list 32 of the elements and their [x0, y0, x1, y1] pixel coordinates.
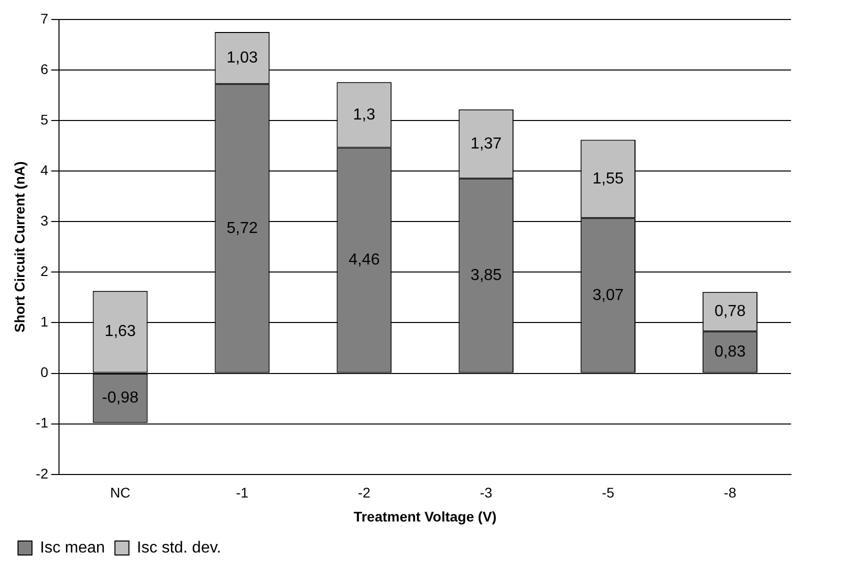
- data-label: 0,83: [714, 343, 746, 360]
- y-tick-label: 0: [40, 364, 48, 380]
- y-tick-label: 1: [40, 314, 48, 330]
- y-tick-label: -2: [36, 465, 48, 482]
- x-tick-label: -5: [602, 484, 614, 501]
- data-label: 3,07: [592, 286, 624, 304]
- x-axis-title: Treatment Voltage (V): [354, 508, 497, 524]
- legend-label: Isc mean: [40, 539, 105, 556]
- legend-label: Isc std. dev.: [136, 539, 222, 556]
- data-label: 1,03: [226, 49, 258, 66]
- data-label: 1,3: [353, 106, 376, 124]
- x-tick-label: -1: [236, 484, 249, 501]
- x-tick-label: NC: [110, 484, 130, 501]
- y-tick-label: 5: [40, 111, 48, 128]
- y-axis-title: Short Circuit Current (nA): [11, 161, 28, 332]
- x-tick-label: -2: [358, 484, 371, 501]
- y-tick-label: 3: [40, 212, 48, 228]
- y-tick-label: 6: [40, 60, 48, 77]
- y-tick-label: 7: [40, 10, 48, 26]
- y-tick-label: 2: [40, 263, 48, 280]
- data-label: 1,63: [104, 323, 136, 340]
- data-label: 1,37: [470, 135, 502, 152]
- data-label: 0,78: [714, 303, 746, 320]
- data-label: 4,46: [348, 252, 380, 269]
- x-tick-label: -8: [724, 484, 736, 501]
- data-label: 3,85: [470, 267, 502, 284]
- x-tick-label: -3: [480, 484, 493, 501]
- data-label: -0,98: [102, 390, 139, 407]
- data-label: 1,55: [592, 170, 624, 188]
- y-tick-label: 4: [40, 162, 48, 178]
- data-label: 5,72: [226, 220, 258, 237]
- y-tick-label: -1: [36, 414, 48, 431]
